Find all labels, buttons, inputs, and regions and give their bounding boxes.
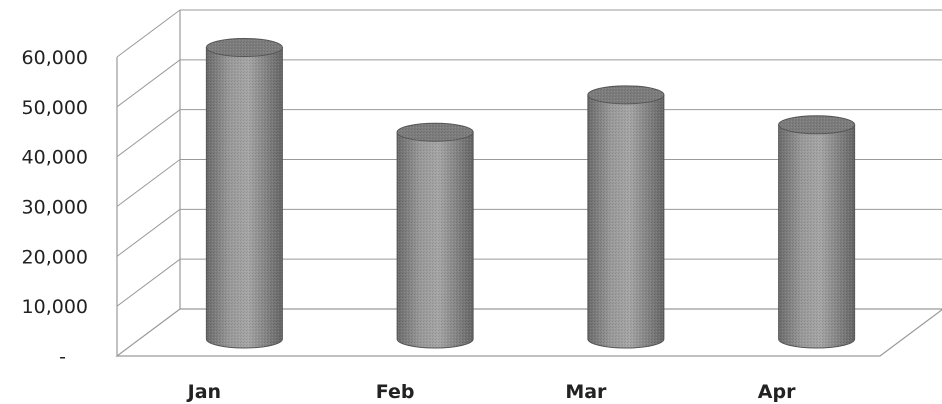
gridline-wall [116, 59, 181, 108]
y-tick-label: 30,000 [22, 197, 88, 219]
bar-cap-texture [587, 85, 664, 104]
gridline-wall [116, 208, 181, 257]
gridline-wall [116, 109, 181, 158]
bar-layer [205, 37, 856, 349]
x-tick-label: Apr [758, 381, 796, 403]
y-tick-label: 10,000 [22, 296, 88, 318]
label-layer: - 10,000 20,000 30,000 40,000 50,000 60,000 Jan… [22, 47, 797, 403]
gridline-wall [116, 9, 181, 58]
chart-floor [115, 308, 942, 357]
bar-cap-texture [206, 38, 283, 57]
bar-feb [396, 122, 474, 349]
bar-mar [587, 85, 665, 349]
bar-cap-texture [778, 115, 855, 134]
bar-texture [778, 124, 855, 348]
gridline-wall [116, 159, 181, 207]
bar-texture [206, 47, 283, 348]
gridline-wall [116, 258, 181, 307]
y-tick-label: - [59, 346, 66, 368]
y-tick-label: 20,000 [22, 246, 88, 268]
y-tick-label: 50,000 [22, 97, 88, 119]
bar-cap-texture [397, 123, 474, 142]
x-tick-label: Mar [565, 381, 607, 403]
bar-texture [397, 132, 474, 348]
x-tick-label: Jan [186, 381, 221, 403]
bar-apr [778, 115, 856, 349]
axis-layer [115, 10, 942, 357]
y-tick-label: 60,000 [22, 47, 88, 69]
x-tick-label: Feb [376, 381, 415, 403]
y-tick-label: 40,000 [22, 147, 88, 169]
bar-texture [587, 94, 664, 348]
bar-jan [205, 37, 283, 349]
